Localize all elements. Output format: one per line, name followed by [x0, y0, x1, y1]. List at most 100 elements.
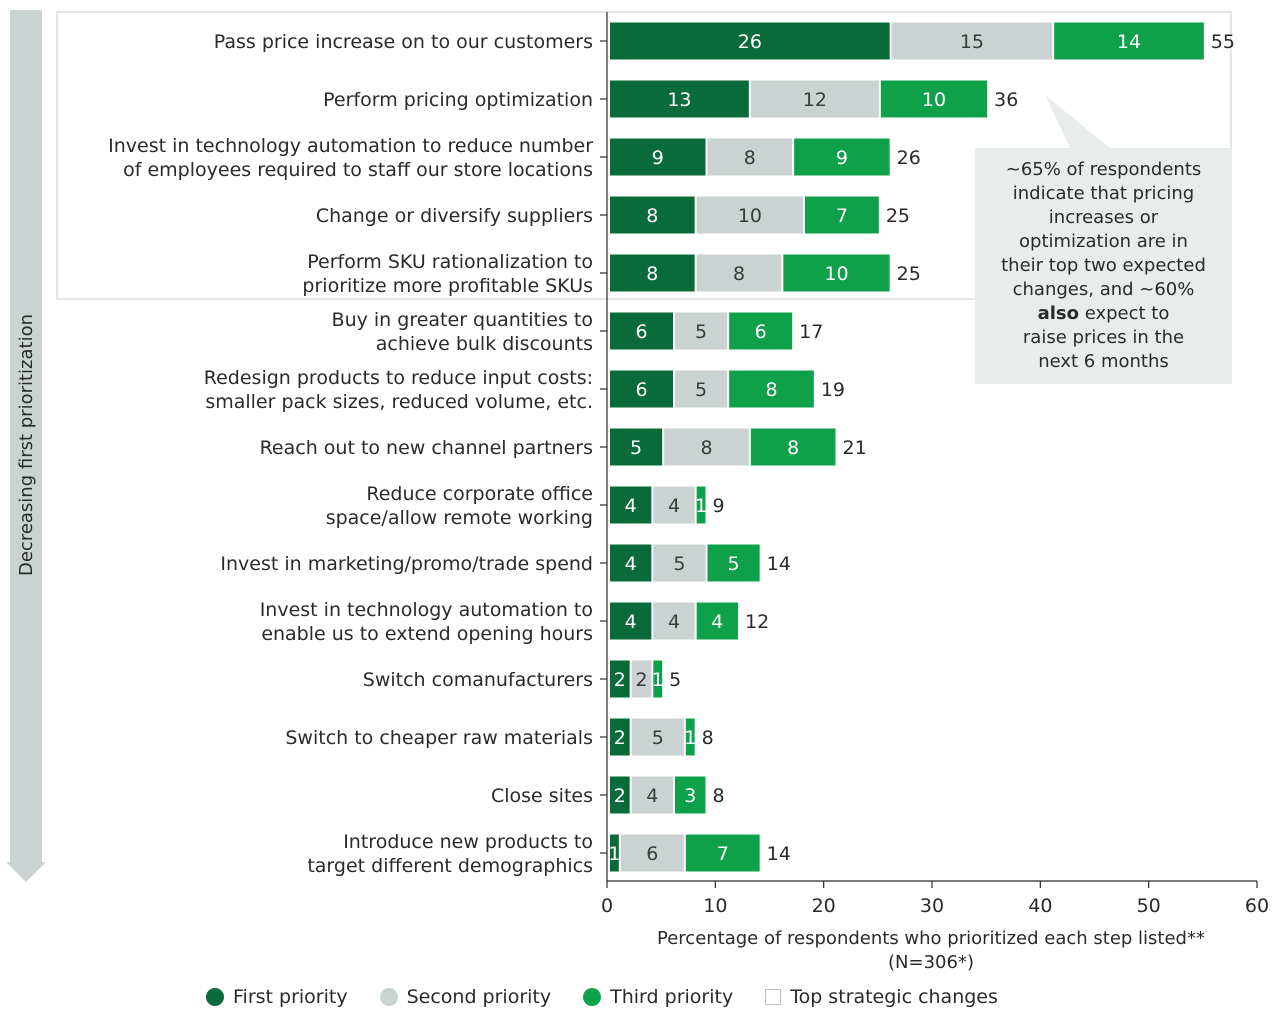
x-tick-label: 60 — [1245, 895, 1269, 917]
bar-segment-second-priority — [891, 22, 1053, 60]
side-label: Decreasing first prioritization — [16, 314, 37, 576]
bar-data-label: 8 — [787, 437, 799, 459]
bar-segment-second-priority — [664, 428, 749, 466]
bar-segment-third-priority — [783, 254, 890, 292]
bar-data-label: 8 — [646, 263, 658, 285]
callout-line: increases or — [1048, 207, 1159, 228]
bar-segment-second-priority — [631, 718, 684, 756]
prioritization-arrow: Decreasing first prioritization — [6, 10, 46, 882]
bar-data-label: 2 — [614, 785, 626, 807]
bar-segment-first-priority — [610, 370, 673, 408]
bar-segment-first-priority — [610, 834, 619, 872]
category-label: Close sites — [491, 785, 593, 807]
bar-segment-second-priority — [653, 602, 695, 640]
category-label: Redesign products to reduce input costs:… — [204, 367, 593, 413]
bar-segment-second-priority — [696, 196, 803, 234]
bar-segment-third-priority — [696, 486, 706, 524]
bar-segment-second-priority — [631, 660, 652, 698]
bar-data-label: 7 — [836, 205, 848, 227]
bar-data-label: 1 — [684, 727, 696, 749]
category-label: Invest in marketing/promo/trade spend — [220, 553, 593, 575]
bar-data-label: 6 — [635, 379, 647, 401]
bar-total-label: 9 — [713, 495, 725, 517]
x-axis-title: Percentage of respondents who prioritize… — [657, 928, 1205, 949]
callout-box: ~65% of respondents indicate that pricing… — [975, 148, 1232, 384]
bar-data-label: 1 — [695, 495, 707, 517]
bar-data-label: 9 — [652, 147, 664, 169]
bar-data-label: 4 — [668, 495, 680, 517]
bar-data-label: 10 — [738, 205, 762, 227]
bar-segment-second-priority — [675, 370, 728, 408]
bar-segment-second-priority — [707, 138, 793, 176]
bar-segment-first-priority — [610, 254, 695, 292]
bar-segment-third-priority — [675, 776, 706, 814]
bar-data-label: 26 — [738, 31, 762, 53]
bar-segment-first-priority — [610, 602, 652, 640]
bar-total-label: 12 — [745, 611, 769, 633]
bar-segment-first-priority — [610, 718, 630, 756]
bar-data-label: 2 — [614, 727, 626, 749]
bar-segment-second-priority — [631, 776, 673, 814]
x-tick-label: 20 — [812, 895, 836, 917]
callout-line: changes, and ~60% — [1012, 279, 1195, 300]
x-tick-label: 10 — [703, 895, 727, 917]
bar-segment-third-priority — [696, 602, 738, 640]
legend-swatch — [583, 988, 602, 1006]
bar-segment-third-priority — [805, 196, 879, 234]
bar-total-label: 55 — [1211, 31, 1235, 53]
bar-data-label: 5 — [695, 379, 707, 401]
bar-segment-first-priority — [610, 428, 663, 466]
bar-data-label: 8 — [744, 147, 756, 169]
bar-data-label: 14 — [1117, 31, 1141, 53]
bar-segment-third-priority — [685, 834, 760, 872]
legend-item: First priority — [206, 986, 348, 1008]
bar-segment-third-priority — [653, 660, 663, 698]
bar-data-label: 5 — [630, 437, 642, 459]
bar-segment-third-priority — [685, 718, 695, 756]
bar-segment-first-priority — [610, 544, 652, 582]
x-tick-label: 40 — [1028, 895, 1052, 917]
bar-total-label: 25 — [897, 263, 921, 285]
callout-line: also expect to — [1037, 303, 1170, 324]
prioritization-arrow-head — [6, 862, 46, 882]
bar-segment-third-priority — [750, 428, 836, 466]
bar-segment-second-priority — [653, 544, 706, 582]
category-label: Switch to cheaper raw materials — [285, 727, 593, 749]
bar-data-label: 2 — [614, 669, 626, 691]
legend-label: Top strategic changes — [790, 986, 998, 1008]
bar-total-label: 26 — [897, 147, 921, 169]
bar-data-label: 4 — [625, 495, 637, 517]
category-label: Switch comanufacturers — [363, 669, 593, 691]
category-label: Pass price increase on to our customers — [214, 31, 593, 53]
bar-segment-second-priority — [750, 80, 879, 118]
bar-data-label: 8 — [765, 379, 777, 401]
bar-data-label: 4 — [711, 611, 723, 633]
callout-line: their top two expected — [1001, 255, 1206, 276]
bar-data-label: 4 — [668, 611, 680, 633]
bar-total-label: 19 — [821, 379, 845, 401]
legend-label: Second priority — [406, 986, 552, 1008]
bar-segment-third-priority — [729, 312, 793, 350]
legend-label: Third priority — [610, 986, 734, 1008]
legend-swatch — [765, 989, 782, 1005]
bar-segment-first-priority — [610, 80, 749, 118]
bar-data-label: 8 — [700, 437, 712, 459]
bar-data-label: 6 — [635, 321, 647, 343]
bar-segment-third-priority — [707, 544, 760, 582]
category-label: Introduce new products to target differen… — [307, 831, 593, 877]
category-labels: Pass price increase on to our customers P… — [108, 31, 593, 877]
bar-segment-third-priority — [794, 138, 890, 176]
category-label: Reach out to new channel partners — [260, 437, 593, 459]
bar-total-label: 25 — [886, 205, 910, 227]
legend-swatch — [206, 988, 224, 1006]
bar-segment-first-priority — [610, 196, 695, 234]
bar-total-label: 14 — [767, 553, 791, 575]
legend-swatch — [379, 988, 398, 1006]
bar-total-label: 5 — [669, 669, 681, 691]
bar-total-label: 8 — [702, 727, 714, 749]
bar-data-label: 12 — [803, 89, 827, 111]
callout-line: ~65% of respondents — [1005, 159, 1202, 180]
bar-data-label: 4 — [625, 553, 637, 575]
